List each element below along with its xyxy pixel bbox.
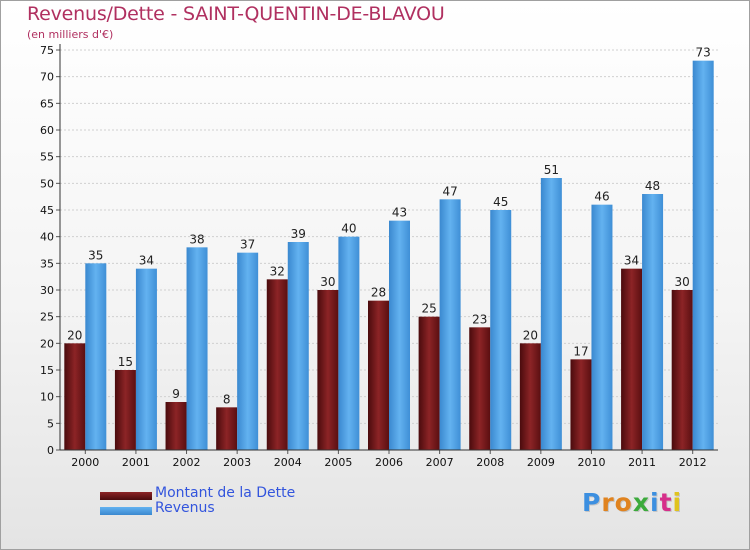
value-label-revenus-2010: 46 [594,190,609,204]
legend-label-debt: Montant de la Dette [155,485,296,501]
bar-debt-2006 [368,300,389,450]
bar-revenus-2012 [692,60,714,451]
x-tick-label-2010: 2010 [577,456,605,469]
value-label-revenus-2000: 35 [88,248,103,262]
y-tick-label: 50 [40,177,54,190]
value-label-debt-2009: 20 [523,328,538,342]
value-label-debt-2012: 30 [675,275,690,289]
bar-debt-2005 [317,290,339,450]
y-tick-label: 70 [40,71,54,84]
value-label-debt-2000: 20 [67,328,82,342]
value-label-debt-2011: 34 [624,254,639,268]
bar-debt-2008 [469,327,491,450]
bar-revenus-2006 [389,220,410,450]
x-tick-label-2007: 2007 [426,456,454,469]
value-label-debt-2002: 9 [172,387,180,401]
bars [64,60,714,451]
y-tick-label: 5 [47,417,54,430]
proxiti-logo: Proxiti [582,488,683,517]
bar-revenus-2007 [439,199,461,450]
y-tick-label: 20 [40,337,54,350]
y-tick-label: 40 [40,231,54,244]
y-tick-label: 25 [40,311,54,324]
value-label-revenus-2006: 43 [392,206,407,220]
x-tick-label-2006: 2006 [375,456,403,469]
value-label-revenus-2005: 40 [341,222,356,236]
value-label-debt-2006: 28 [371,286,386,300]
value-label-revenus-2002: 38 [189,232,204,246]
bar-debt-2000 [64,343,86,450]
bar-revenus-2009 [540,178,562,450]
y-tick-label: 65 [40,97,54,110]
x-tick-label-2012: 2012 [679,456,707,469]
x-tick-label-2004: 2004 [274,456,302,469]
value-label-debt-2008: 23 [472,312,487,326]
x-tick-label-2001: 2001 [122,456,150,469]
legend-label-revenus: Revenus [155,500,215,516]
y-tick-label: 55 [40,151,54,164]
x-tick-label-2009: 2009 [527,456,555,469]
value-label-debt-2010: 17 [573,344,588,358]
value-label-revenus-2008: 45 [493,195,508,209]
y-tick-label: 60 [40,124,54,137]
legend-swatch-revenus [100,507,152,515]
bar-revenus-2000 [85,263,107,450]
y-tick-label: 75 [40,44,54,57]
bar-revenus-2010 [591,204,613,450]
x-tick-label-2003: 2003 [223,456,251,469]
value-label-revenus-2007: 47 [442,184,457,198]
bar-debt-2001 [114,370,136,450]
bar-debt-2010 [570,359,592,450]
value-label-revenus-2004: 39 [291,227,306,241]
value-label-revenus-2003: 37 [240,238,255,252]
x-axis-ticks: 2000 2001 2002 2003 2004 2005 2006 2007 2008 2009… [71,450,707,469]
value-label-revenus-2001: 34 [139,254,154,268]
bar-revenus-2004 [287,242,309,450]
value-label-revenus-2011: 48 [645,179,660,193]
value-label-debt-2005: 30 [320,275,335,289]
x-tick-label-2002: 2002 [173,456,201,469]
value-labels: 20 35 15 34 9 38 8 37 32 39 30 40 28 43 25 47 23 45 20 51 17… [67,46,711,407]
value-label-debt-2004: 32 [270,264,285,278]
bar-debt-2009 [519,343,541,450]
x-tick-label-2011: 2011 [628,456,656,469]
value-label-debt-2007: 25 [421,302,436,316]
bar-debt-2002 [165,402,187,450]
y-tick-label: 30 [40,284,54,297]
legend-swatch-debt [100,492,152,500]
x-tick-label-2000: 2000 [71,456,99,469]
bar-revenus-2005 [338,236,360,450]
bar-revenus-2001 [135,268,157,450]
bar-revenus-2008 [490,210,512,450]
value-label-debt-2003: 8 [223,392,231,406]
bar-debt-2004 [266,279,288,450]
bar-debt-2011 [621,268,643,450]
chart-title: Revenus/Dette - SAINT-QUENTIN-DE-BLAVOU [27,3,445,25]
bar-revenus-2011 [642,194,664,450]
value-label-revenus-2012: 73 [696,46,711,60]
y-tick-label: 10 [40,391,54,404]
axes [59,44,718,451]
x-tick-label-2005: 2005 [324,456,352,469]
bar-revenus-2002 [186,247,208,450]
bar-revenus-2003 [237,252,259,450]
value-label-debt-2001: 15 [118,355,133,369]
bar-debt-2003 [216,407,238,450]
x-tick-label-2008: 2008 [476,456,504,469]
y-axis-ticks: 0 5 10 15 20 25 30 35 40 45 50 55 60 65 70 75 [40,44,60,457]
y-tick-label: 35 [40,257,54,270]
bar-debt-2007 [418,316,440,450]
y-tick-label: 15 [40,364,54,377]
y-tick-label: 0 [47,444,54,457]
bar-debt-2012 [671,290,693,450]
chart-subtitle: (en milliers d'€) [27,28,114,41]
y-tick-label: 45 [40,204,54,217]
value-label-revenus-2009: 51 [544,163,559,177]
